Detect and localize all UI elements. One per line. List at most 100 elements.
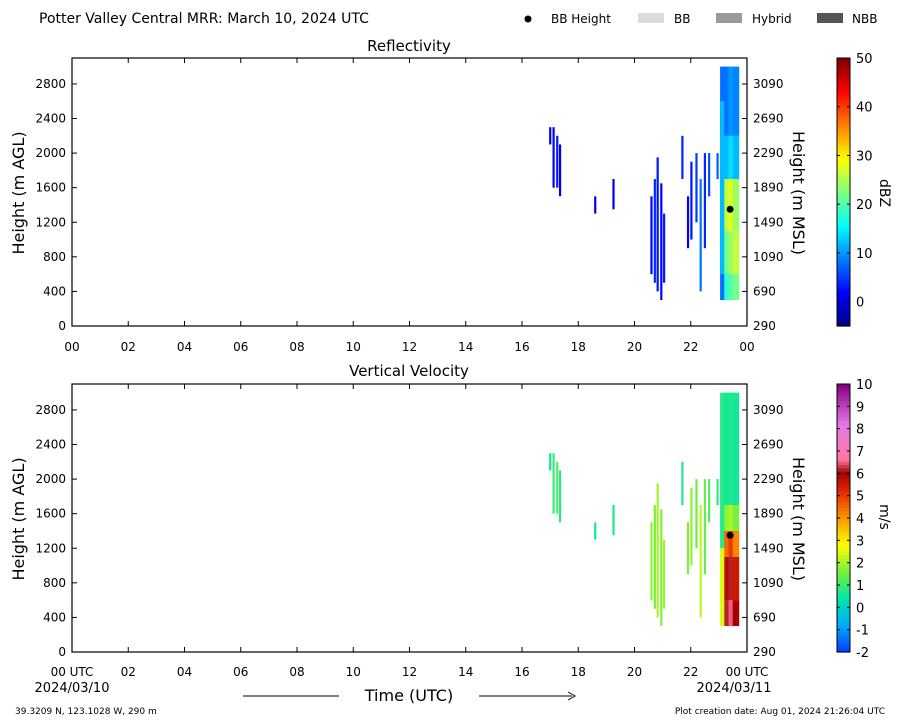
creation-date-text: Plot creation date: Aug 01, 2024 21:26:0… xyxy=(675,707,885,717)
colorbar-segment xyxy=(837,581,850,586)
profile-cell-2-0 xyxy=(728,600,736,627)
profile-cell-2-2 xyxy=(728,179,736,231)
y-tick-label: 2400 xyxy=(35,438,66,452)
colorbar-tick-label: -1 xyxy=(856,624,869,639)
profile-cell-3-4 xyxy=(732,392,740,506)
bb-height-marker xyxy=(726,531,734,539)
colorbar-tick-label: -2 xyxy=(856,646,869,661)
x-tick-label: 10 xyxy=(346,340,361,354)
colorbar-segment xyxy=(837,397,850,402)
colorbar-segment xyxy=(837,208,850,213)
x-tick-label: 14 xyxy=(458,340,473,354)
x-tick-label: 18 xyxy=(571,340,586,354)
profile-cell-0-0 xyxy=(720,548,727,627)
colorbar-segment xyxy=(837,305,850,310)
profile-cell-0-1 xyxy=(720,392,727,549)
colorbar-segment xyxy=(837,145,850,150)
colorbar-segment xyxy=(837,544,850,549)
profile-cell-2-3 xyxy=(728,135,736,180)
colorbar-segment xyxy=(837,131,850,136)
y2-tick-label: 690 xyxy=(753,284,776,298)
colorbar-segment xyxy=(837,471,850,476)
colorbar-segment xyxy=(837,175,850,180)
echo-streak-12 xyxy=(686,522,690,575)
velocity-plot-frame xyxy=(71,383,748,653)
legend-bb-label: BB xyxy=(674,12,690,26)
echo-streak-14 xyxy=(695,479,698,549)
y2-tick-label: 690 xyxy=(753,610,776,624)
echo-streak-9 xyxy=(660,183,663,301)
x-tick-label: 20 xyxy=(627,665,642,679)
x-tick-label: 00 UTC xyxy=(726,665,769,679)
x-tick-label: 04 xyxy=(177,340,192,354)
y-tick-label: 400 xyxy=(43,284,66,298)
colorbar-segment xyxy=(837,255,850,260)
colorbar-segment xyxy=(837,148,850,153)
colorbar-tick-label: 9 xyxy=(856,400,864,415)
legend-bb-height-marker xyxy=(524,15,532,23)
x-tick-label: 16 xyxy=(514,665,529,679)
profile-cell-1-1 xyxy=(724,230,731,275)
legend-nbb-label: NBB xyxy=(852,12,877,26)
colorbar-segment xyxy=(837,621,850,626)
colorbar-segment xyxy=(837,447,850,452)
x-tick-label: 20 xyxy=(627,340,642,354)
reflectivity-title: Reflectivity xyxy=(367,37,451,55)
colorbar-segment xyxy=(837,222,850,227)
colorbar-segment xyxy=(837,259,850,263)
echo-streak-17 xyxy=(708,479,711,523)
colorbar-segment xyxy=(837,511,850,516)
colorbar-segment xyxy=(837,387,850,392)
legend-hybrid-label: Hybrid xyxy=(752,12,792,26)
colorbar-segment xyxy=(837,68,850,72)
colorbar-segment xyxy=(837,531,850,536)
colorbar-segment xyxy=(837,444,850,449)
profile-cell-1-1 xyxy=(724,556,731,601)
y2-tick-label: 1490 xyxy=(753,541,784,555)
y2-tick-label: 1090 xyxy=(753,576,784,590)
colorbar-segment xyxy=(837,451,850,455)
colorbar-segment xyxy=(837,225,850,230)
velocity-ylabel: Height (m AGL) xyxy=(9,457,28,580)
profile-cell-3-2 xyxy=(732,530,740,557)
colorbar-segment xyxy=(837,128,850,133)
colorbar-segment xyxy=(837,88,850,93)
colorbar-segment xyxy=(837,631,850,636)
colorbar-segment xyxy=(837,417,850,422)
reflectivity-panel: Reflectivity Height (m AGL) Height (m MS… xyxy=(9,37,892,354)
colorbar-segment xyxy=(837,521,850,526)
colorbar-tick-label: 4 xyxy=(856,512,864,527)
colorbar-segment xyxy=(837,474,850,479)
echo-streak-6 xyxy=(650,196,653,275)
x-tick-label: 00 xyxy=(739,340,754,354)
profile-cell-3-2 xyxy=(732,179,740,231)
colorbar-segment xyxy=(837,165,850,170)
colorbar-segment xyxy=(837,279,850,284)
colorbar-segment xyxy=(837,242,850,247)
velocity-colorbar-label: m/s xyxy=(876,504,892,530)
y2-tick-label: 3090 xyxy=(753,77,784,91)
colorbar-segment xyxy=(837,215,850,220)
colorbar-segment xyxy=(837,571,850,576)
colorbar-segment xyxy=(837,504,850,509)
colorbar-segment xyxy=(837,420,850,425)
colorbar-tick-label: 0 xyxy=(856,296,864,311)
echo-streak-8 xyxy=(656,483,659,618)
colorbar-segment xyxy=(837,168,850,173)
colorbar-segment xyxy=(837,394,850,398)
colorbar-segment xyxy=(837,524,850,529)
profile-cell-3-1 xyxy=(732,556,740,601)
colorbar-segment xyxy=(837,390,850,395)
colorbar-segment xyxy=(837,315,850,320)
colorbar-segment xyxy=(837,410,850,415)
location-text: 39.3209 N, 123.1028 W, 290 m xyxy=(15,707,157,717)
velocity-colorbar: -2 -1 0 1 2 3 4 5 6 7 8 9 10 xyxy=(836,378,873,661)
colorbar-segment xyxy=(837,198,850,203)
x-tick-label: 06 xyxy=(233,665,248,679)
x-tick-label: 02 xyxy=(121,340,136,354)
echo-streak-13 xyxy=(690,161,693,240)
colorbar-segment xyxy=(837,568,850,573)
colorbar-tick-label: 6 xyxy=(856,467,864,482)
colorbar-segment xyxy=(837,635,850,640)
colorbar-segment xyxy=(837,178,850,183)
